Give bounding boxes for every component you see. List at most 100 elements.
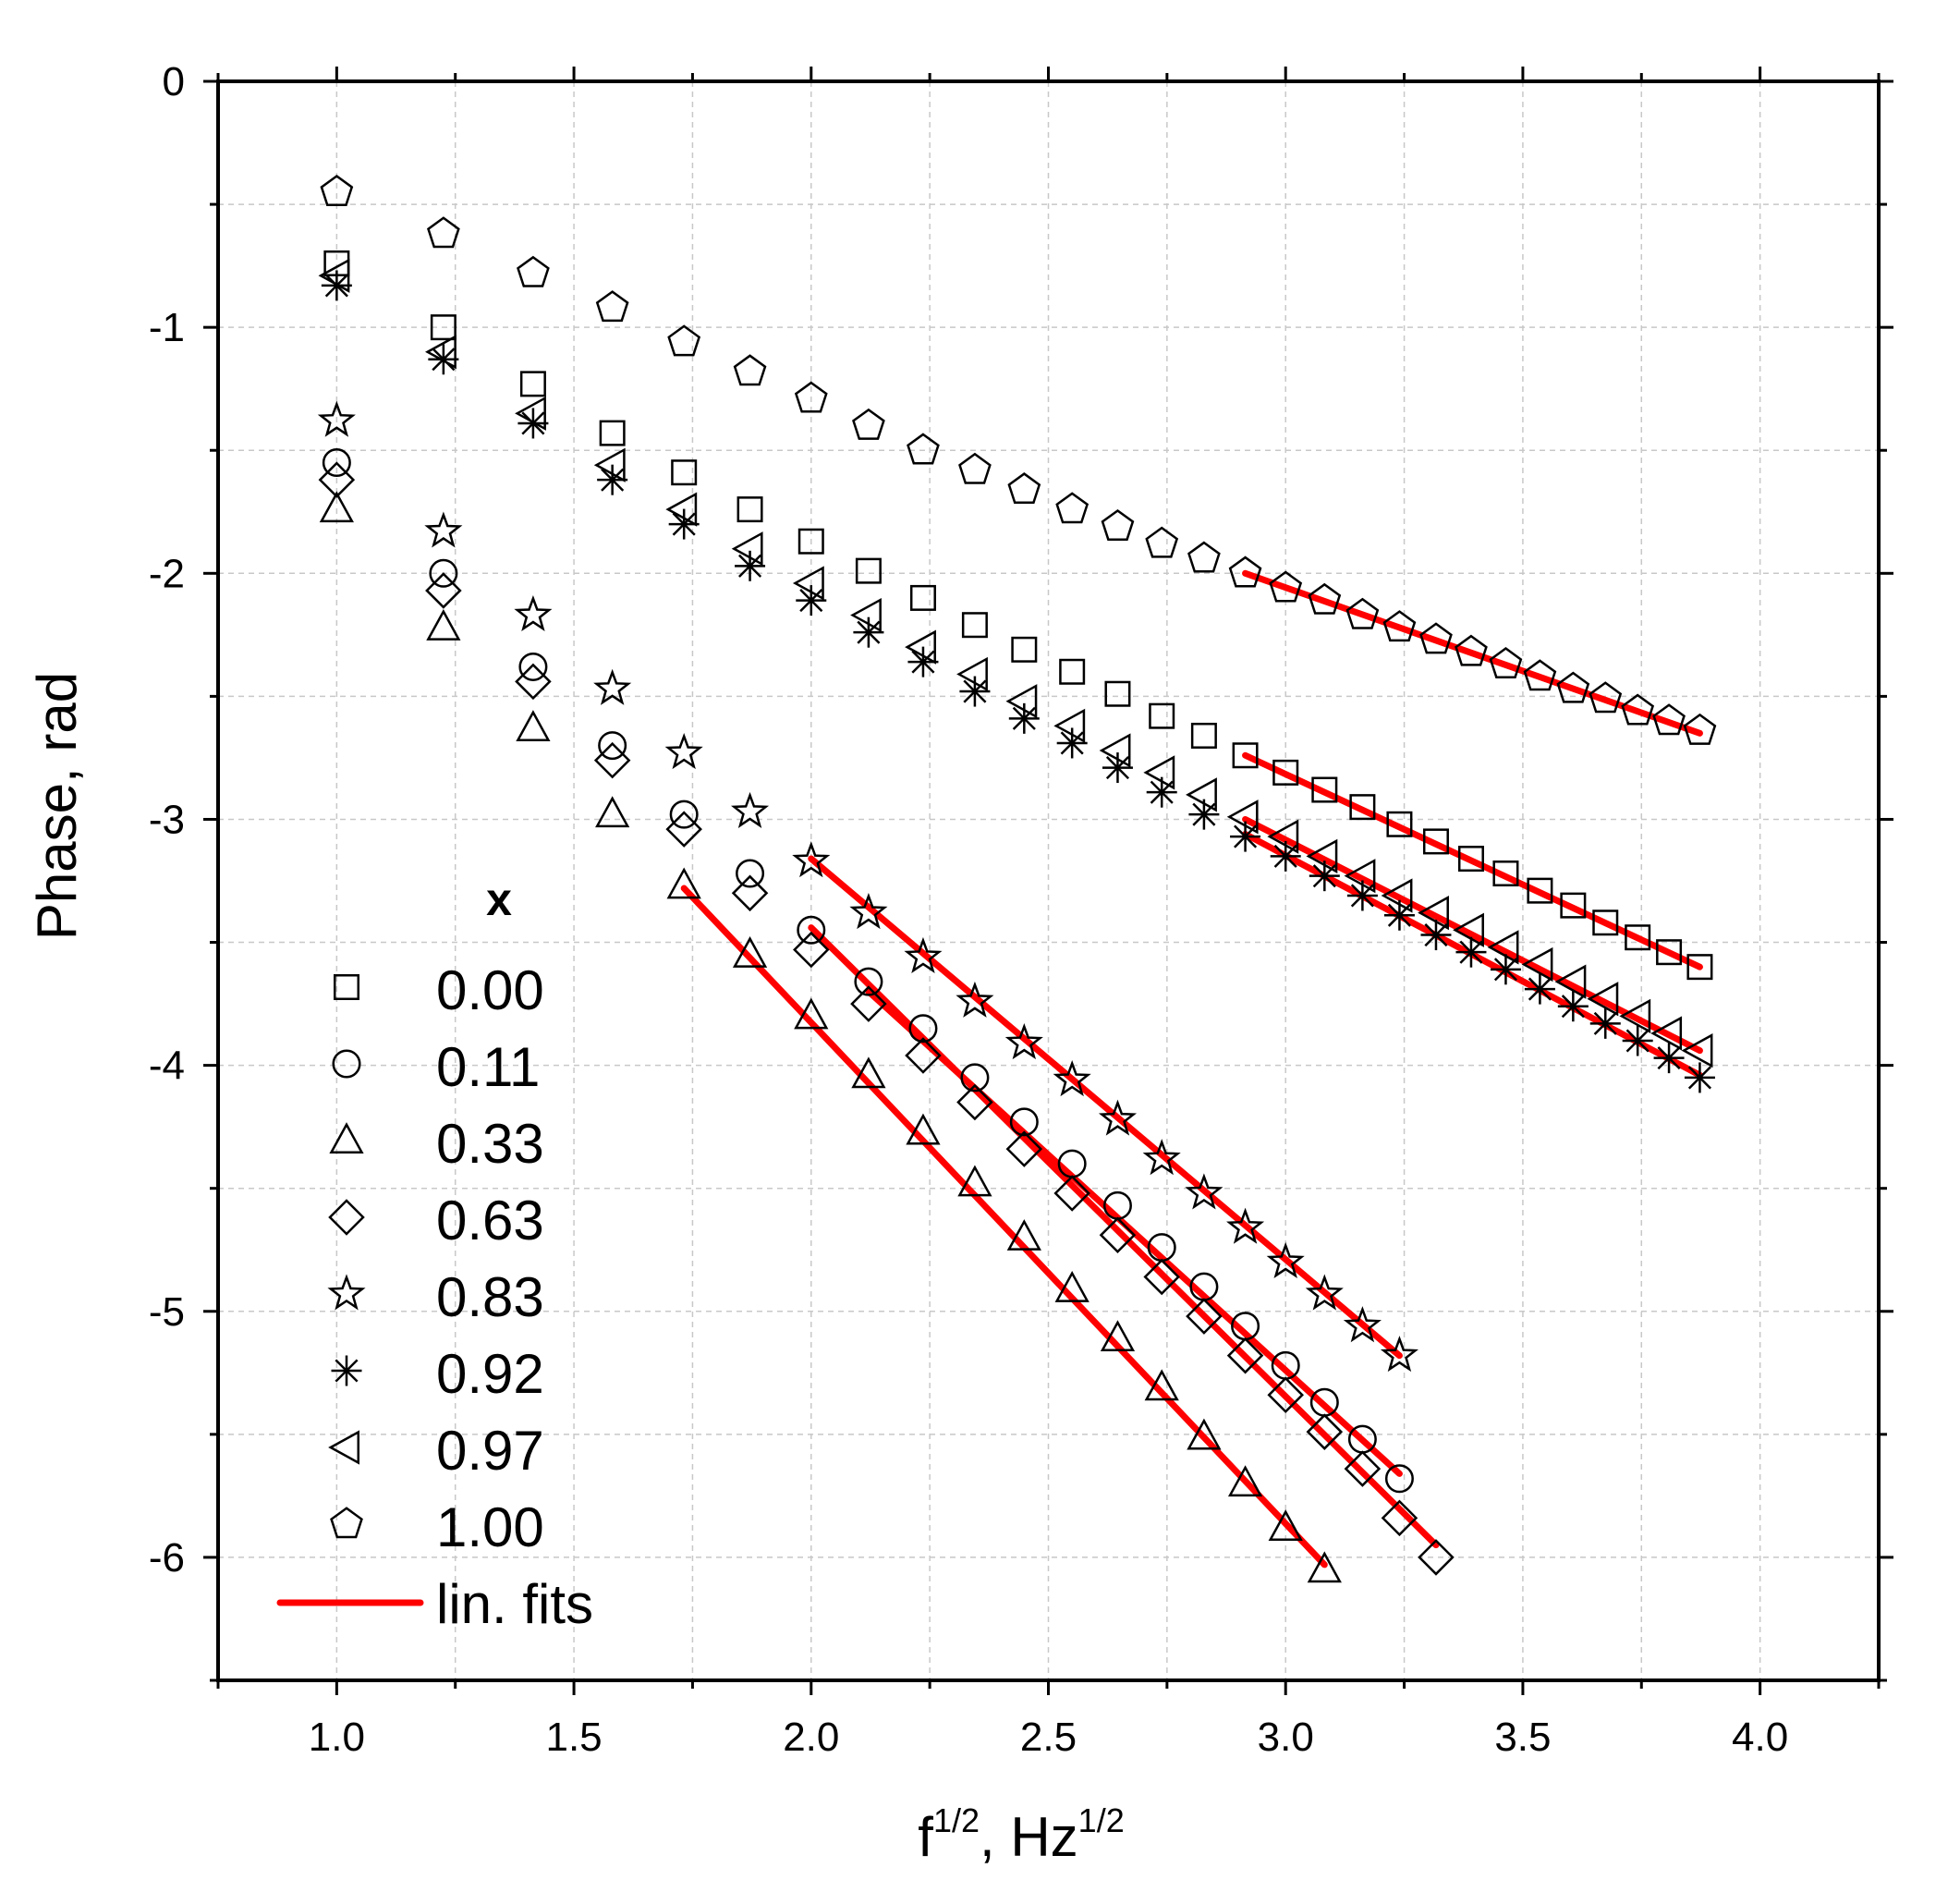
data-markers [317,174,1717,1583]
legend-marker-circle [332,1049,361,1079]
data-point-triangle [666,867,701,899]
legend-marker-star [327,1274,366,1311]
legend-marker-square [334,974,359,1000]
data-point-asterisk-stroke [1060,731,1084,755]
y-tick-label: -1 [149,305,185,350]
data-point-diamond [1143,1258,1180,1296]
data-point-triangle-left [956,656,988,692]
data-point-asterisk [796,585,827,616]
x-axis-ticks: 1.0 1.5 2.0 2.5 3.0 3.5 4.0 [216,67,1881,1760]
data-point-asterisk-stroke [1593,1011,1617,1035]
data-point-pentagon [733,354,767,386]
y-axis-ticks: 0 -1 -2 -3 -4 -5 -6 [149,59,1893,1682]
data-point-star [664,732,703,770]
data-point-triangle-left [731,531,763,567]
data-point-circle [322,448,351,478]
data-point-triangle-left [905,629,936,665]
data-point-pentagon [852,408,885,440]
data-point-asterisk-stroke [1687,1066,1711,1090]
data-point-diamond [1005,1130,1043,1167]
data-point-square [1232,742,1259,769]
data-point-diamond [665,811,702,848]
legend-label-0.92: 0.92 [436,1343,544,1405]
data-point-star [792,841,831,878]
data-point-star [1185,1173,1223,1210]
series-0.11 [322,448,1414,1494]
data-point-triangle [851,1056,886,1089]
data-point-asterisk [1524,973,1555,1005]
data-point-diamond [793,931,830,969]
data-point-circle [429,558,458,588]
fit-line-0.00 [1242,751,1703,970]
data-point-pentagon [907,433,940,465]
data-point-star [904,936,943,973]
data-point-triangle-left [1418,895,1449,931]
data-point-triangle [957,1165,992,1197]
y-axis-title: Phase, rad [26,672,88,940]
data-point-diamond [731,874,769,912]
x-axis-title-f-exponent: 1/2 [933,1801,980,1839]
data-point-star [1098,1099,1138,1136]
y-tick-label: -6 [149,1535,185,1581]
data-point-triangle-left [318,258,350,293]
data-point-triangle-left [425,335,457,370]
series-0.33 [319,491,1342,1583]
legend-label-0.83: 0.83 [436,1266,544,1328]
data-point-asterisk [1455,936,1487,968]
data-point-square [1592,909,1619,936]
data-point-triangle-left [1053,708,1086,743]
legend-label-0.00: 0.00 [436,959,544,1021]
data-point-circle [854,967,883,996]
legend-label-0.97: 0.97 [436,1420,544,1482]
data-point-asterisk-stroke [1459,940,1483,964]
legend-marker-asterisk-stroke [335,1359,359,1383]
data-point-triangle-left [1487,930,1519,965]
fit-line-0.33 [680,885,1328,1569]
data-point-star [849,892,888,930]
data-point-star [730,791,770,828]
x-tick-label: 2.5 [1020,1715,1077,1760]
data-point-triangle-left [1554,964,1587,999]
data-point-square [1560,892,1587,919]
data-point-asterisk-stroke [1561,995,1585,1019]
y-tick-label: -2 [149,551,185,596]
series-0.63 [318,461,1455,1576]
data-point-pentagon [1269,570,1303,603]
data-point-diamond [1186,1298,1223,1335]
data-point-triangle-left [1521,946,1553,983]
data-point-asterisk [1102,752,1133,784]
data-point-diamond [905,1037,942,1074]
data-point-asterisk-stroke [911,650,935,674]
series-0.00 [323,250,1713,981]
data-point-star [1266,1241,1305,1279]
legend-title: x [486,873,512,925]
data-point-pentagon [1055,492,1090,524]
data-point-pentagon [1652,703,1686,736]
series-0.83 [317,400,1418,1373]
data-point-pentagon [427,216,460,249]
data-point-diamond [1418,1539,1455,1576]
series-0.97 [318,258,1713,1068]
data-point-diamond [1099,1216,1137,1254]
x-tick-label: 3.0 [1258,1715,1314,1760]
data-point-asterisk-stroke [738,554,762,578]
data-point-diamond [425,572,462,609]
legend-label-1.00: 1.00 [436,1496,544,1558]
legend-marker-diamond [328,1199,365,1236]
data-point-pentagon [1556,671,1590,703]
data-point-asterisk [597,464,628,495]
data-point-pentagon [1419,622,1453,654]
data-point-square [1457,846,1484,873]
series-1.00 [320,174,1717,745]
data-point-triangle [1268,1509,1303,1541]
data-point-asterisk-stroke [601,468,625,492]
data-point-asterisk [1490,954,1521,985]
data-point-square [1149,702,1175,729]
data-point-asterisk-stroke [799,589,823,613]
data-point-square [1059,658,1086,685]
data-point-star [1053,1059,1091,1097]
legend-marker-triangle-left [328,1430,359,1465]
data-point-diamond [1381,1499,1418,1537]
data-point-diamond [1053,1175,1090,1212]
data-point-star [424,511,463,548]
